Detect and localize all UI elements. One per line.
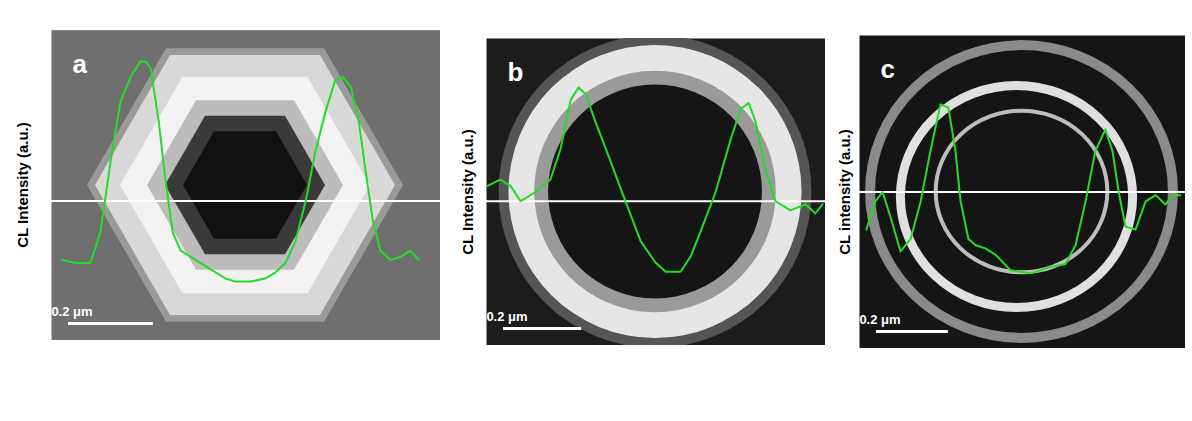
html-text:CL Intensity (a.u.): CL Intensity (a.u.) [13,122,31,248]
svg-text:a: a [73,49,88,79]
html-text:CL Intensity (a.u.): CL Intensity (a.u.) [458,128,476,255]
svg-text:0.2 μm: 0.2 μm [486,309,527,324]
svg-text:0.2 μm: 0.2 μm [859,312,900,327]
svg-text:0.2 μm: 0.2 μm [51,304,92,319]
svg-text:c: c [881,54,895,84]
svg-text:b: b [508,57,524,87]
html-text:CL intensity (a.u.): CL intensity (a.u.) [835,128,853,255]
